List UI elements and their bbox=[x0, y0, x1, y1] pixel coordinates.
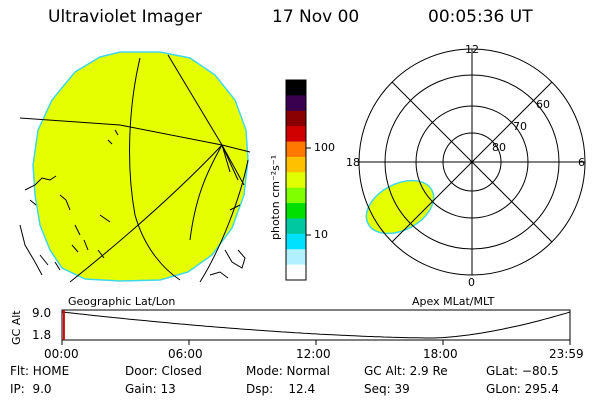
altitude-frame bbox=[61, 309, 571, 341]
colorbar bbox=[285, 79, 311, 281]
meridian-line bbox=[189, 144, 223, 241]
colorbar-band bbox=[286, 218, 306, 235]
geographic-panel-label: Geographic Lat/Lon bbox=[68, 295, 176, 308]
coastlines bbox=[19, 129, 246, 279]
polar-panel-label: Apex MLat/MLT bbox=[412, 295, 495, 308]
colorbar-band bbox=[286, 95, 306, 112]
polar-panel bbox=[358, 48, 586, 276]
meridian-line bbox=[199, 159, 249, 283]
meridian-line bbox=[129, 57, 181, 281]
status-door: Door: Closed bbox=[125, 364, 202, 378]
status-ip: IP: 9.0 bbox=[10, 382, 52, 396]
geographic-image bbox=[32, 51, 249, 282]
altitude-curve bbox=[61, 311, 571, 339]
colorbar-tick-10: 10 bbox=[314, 228, 328, 241]
alt-ytick-min: 1.8 bbox=[32, 328, 52, 342]
colorbar-tick-100: 100 bbox=[314, 141, 335, 154]
mlt-label-6: 6 bbox=[578, 156, 585, 169]
alt-xtick: 06:00 bbox=[168, 347, 203, 361]
colorbar-band bbox=[286, 110, 306, 127]
instrument-title: Ultraviolet Imager bbox=[48, 7, 202, 27]
status-dsp: Dsp: 12.4 bbox=[246, 382, 316, 396]
meridian-line bbox=[221, 144, 239, 181]
colorbar-band bbox=[286, 203, 306, 219]
meridian-line bbox=[69, 144, 223, 283]
lat-label-70: 70 bbox=[513, 120, 527, 133]
alt-ylabel: GC Alt bbox=[10, 310, 23, 345]
mlt-label-0: 0 bbox=[468, 276, 475, 289]
colorbar-band bbox=[286, 156, 306, 173]
status-mode: Mode: Normal bbox=[246, 364, 330, 378]
lat-label-80: 80 bbox=[492, 141, 506, 154]
status-seq: Seq: 39 bbox=[364, 382, 410, 396]
status-gain: Gain: 13 bbox=[125, 382, 176, 396]
geographic-panel bbox=[19, 51, 251, 283]
alt-xtick: 23:59 bbox=[549, 347, 584, 361]
time-label: 00:05:36 UT bbox=[428, 7, 533, 27]
date-label: 17 Nov 00 bbox=[272, 7, 360, 27]
latitude-line bbox=[19, 117, 251, 153]
alt-xtick: 18:00 bbox=[423, 347, 458, 361]
auroral-emission-region bbox=[365, 179, 435, 235]
colorbar-band bbox=[286, 80, 306, 96]
alt-xtick: 00:00 bbox=[44, 347, 79, 361]
status-gc-alt: GC Alt: 2.9 Re bbox=[364, 364, 448, 378]
alt-ytick-max: 9.0 bbox=[32, 306, 52, 320]
mlt-label-12: 12 bbox=[465, 43, 479, 56]
colorbar-band bbox=[286, 141, 306, 158]
alt-xtick: 12:00 bbox=[296, 347, 331, 361]
meridian-line bbox=[221, 144, 231, 173]
lat-label-60: 60 bbox=[536, 98, 550, 111]
altitude-plot bbox=[61, 309, 571, 345]
colorbar-band bbox=[286, 187, 306, 204]
mlt-diagonal bbox=[391, 81, 553, 243]
colorbar-band bbox=[286, 233, 306, 250]
status-flight: Flt: HOME bbox=[10, 364, 70, 378]
status-glat: GLat: −80.5 bbox=[486, 364, 559, 378]
colorbar-band bbox=[286, 249, 306, 266]
colorbar-band bbox=[286, 264, 306, 281]
colorbar-band bbox=[286, 172, 306, 189]
mlt-label-18: 18 bbox=[346, 156, 360, 169]
status-glon: GLon: 295.4 bbox=[486, 382, 559, 396]
colorbar-band bbox=[286, 126, 306, 143]
colorbar-units: photon cm⁻²s⁻¹ bbox=[269, 154, 282, 240]
